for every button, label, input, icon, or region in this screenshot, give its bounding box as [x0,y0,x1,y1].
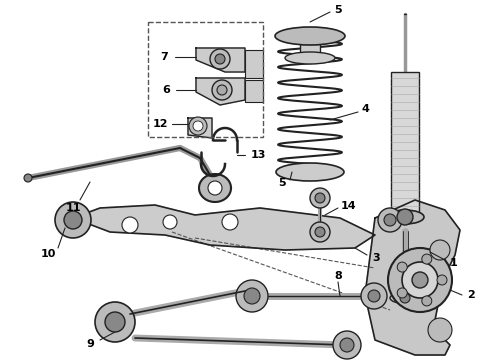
Circle shape [310,188,330,208]
Text: 14: 14 [340,201,356,211]
Circle shape [397,209,413,225]
Circle shape [340,338,354,352]
Circle shape [208,181,222,195]
Text: 7: 7 [160,52,168,62]
Circle shape [64,211,82,229]
Bar [245,50,263,78]
Circle shape [384,214,396,226]
Ellipse shape [386,210,424,224]
Circle shape [24,174,32,182]
Circle shape [310,222,330,242]
Ellipse shape [275,27,345,45]
Circle shape [122,217,138,233]
Polygon shape [188,118,212,138]
Text: 2: 2 [467,290,475,300]
Text: 13: 13 [250,150,266,160]
Polygon shape [365,200,460,355]
Text: 8: 8 [334,271,342,281]
Text: 4: 4 [361,104,369,114]
Polygon shape [73,205,375,250]
Circle shape [315,227,325,237]
Ellipse shape [390,292,420,303]
Ellipse shape [285,52,335,64]
Circle shape [430,240,450,260]
Circle shape [189,117,207,135]
Circle shape [422,296,432,306]
Circle shape [193,121,203,131]
Polygon shape [196,78,245,105]
Circle shape [95,302,135,342]
Circle shape [212,80,232,100]
Circle shape [422,254,432,264]
Circle shape [210,49,230,69]
Circle shape [412,272,428,288]
Text: 3: 3 [372,253,380,263]
Circle shape [397,262,407,272]
Text: 11: 11 [65,203,81,213]
Circle shape [400,293,410,303]
Circle shape [361,283,387,309]
Circle shape [215,54,225,64]
Text: 5: 5 [278,178,286,188]
Text: 6: 6 [162,85,170,95]
Text: 10: 10 [40,249,56,259]
Circle shape [222,214,238,230]
Polygon shape [199,174,231,202]
Circle shape [236,280,268,312]
Polygon shape [196,48,245,72]
Text: 12: 12 [152,119,168,129]
Circle shape [315,193,325,203]
Circle shape [163,215,177,229]
Circle shape [388,248,452,312]
Circle shape [402,262,438,298]
Circle shape [244,288,260,304]
Text: 1: 1 [450,258,458,268]
Circle shape [378,208,402,232]
Bar [391,72,419,217]
Circle shape [105,312,125,332]
Bar [245,80,263,102]
Circle shape [217,85,227,95]
Bar [148,22,263,137]
Circle shape [397,288,407,298]
Circle shape [437,275,447,285]
Ellipse shape [276,163,344,181]
Circle shape [368,290,380,302]
Circle shape [55,202,91,238]
Circle shape [333,331,361,359]
Circle shape [428,318,452,342]
Bar [300,42,320,60]
Text: 5: 5 [334,5,342,15]
Text: 9: 9 [86,339,94,349]
